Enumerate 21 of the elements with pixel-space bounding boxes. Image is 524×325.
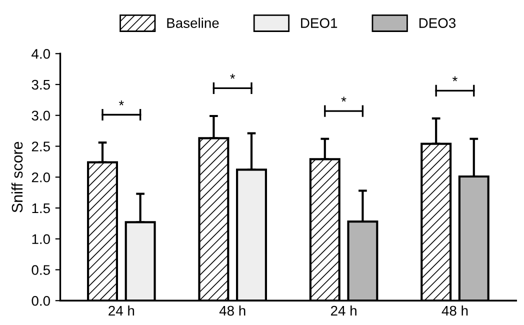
annotation: *: [118, 100, 124, 106]
annotation: *: [341, 96, 346, 102]
y-tick-label: 3.0: [32, 110, 50, 121]
annotation: *: [452, 76, 458, 82]
x-tick-label: 48 h: [442, 305, 468, 316]
y-tick-label: 0.5: [32, 265, 50, 275]
y-tick-label: 2.5: [32, 142, 50, 152]
x-tick-label: 48 h: [219, 305, 246, 316]
y-axis-title: Sniff score: [11, 142, 23, 212]
annotation: *: [230, 74, 236, 79]
y-tick-label: 1.0: [32, 234, 50, 244]
legend-label: Baseline: [167, 18, 219, 28]
y-tick-label: 3.5: [32, 80, 50, 90]
legend-label: DEO3: [419, 18, 456, 28]
y-tick-label: 1.5: [32, 203, 50, 214]
legend-label: DEO1: [301, 18, 338, 28]
y-tick-label: 2.0: [32, 172, 50, 182]
x-tick-label: 24 h: [330, 305, 356, 316]
y-tick-label: 0.0: [32, 296, 50, 306]
x-tick-label: 24 h: [108, 305, 134, 316]
y-tick-label: 4.0: [32, 48, 50, 59]
